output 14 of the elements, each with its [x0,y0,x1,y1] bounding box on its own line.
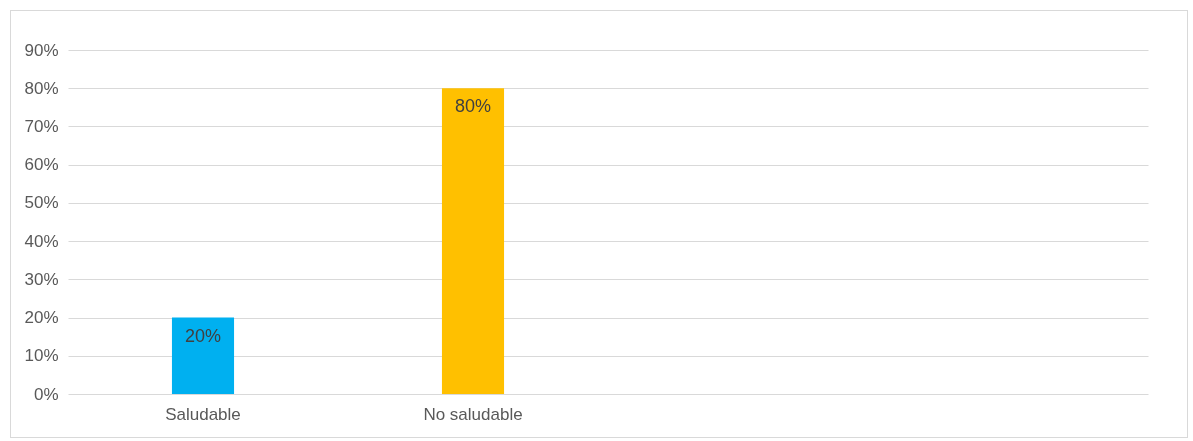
x-tick-label: Saludable [165,404,241,424]
y-tick-label: 30% [24,269,59,289]
y-tick-label: 80% [24,78,59,98]
y-tick-label: 40% [24,231,59,251]
y-tick-label: 70% [24,116,59,136]
data-label: 80% [454,96,492,117]
y-tick-label: 0% [33,384,59,404]
x-tick-label: No saludable [423,404,523,424]
y-tick-label: 10% [24,346,59,366]
y-tick-label: 60% [24,155,59,175]
data-label: 20% [184,325,222,346]
y-tick-label: 20% [24,308,59,328]
y-tick-label: 90% [24,40,59,60]
y-tick-label: 50% [24,193,59,213]
